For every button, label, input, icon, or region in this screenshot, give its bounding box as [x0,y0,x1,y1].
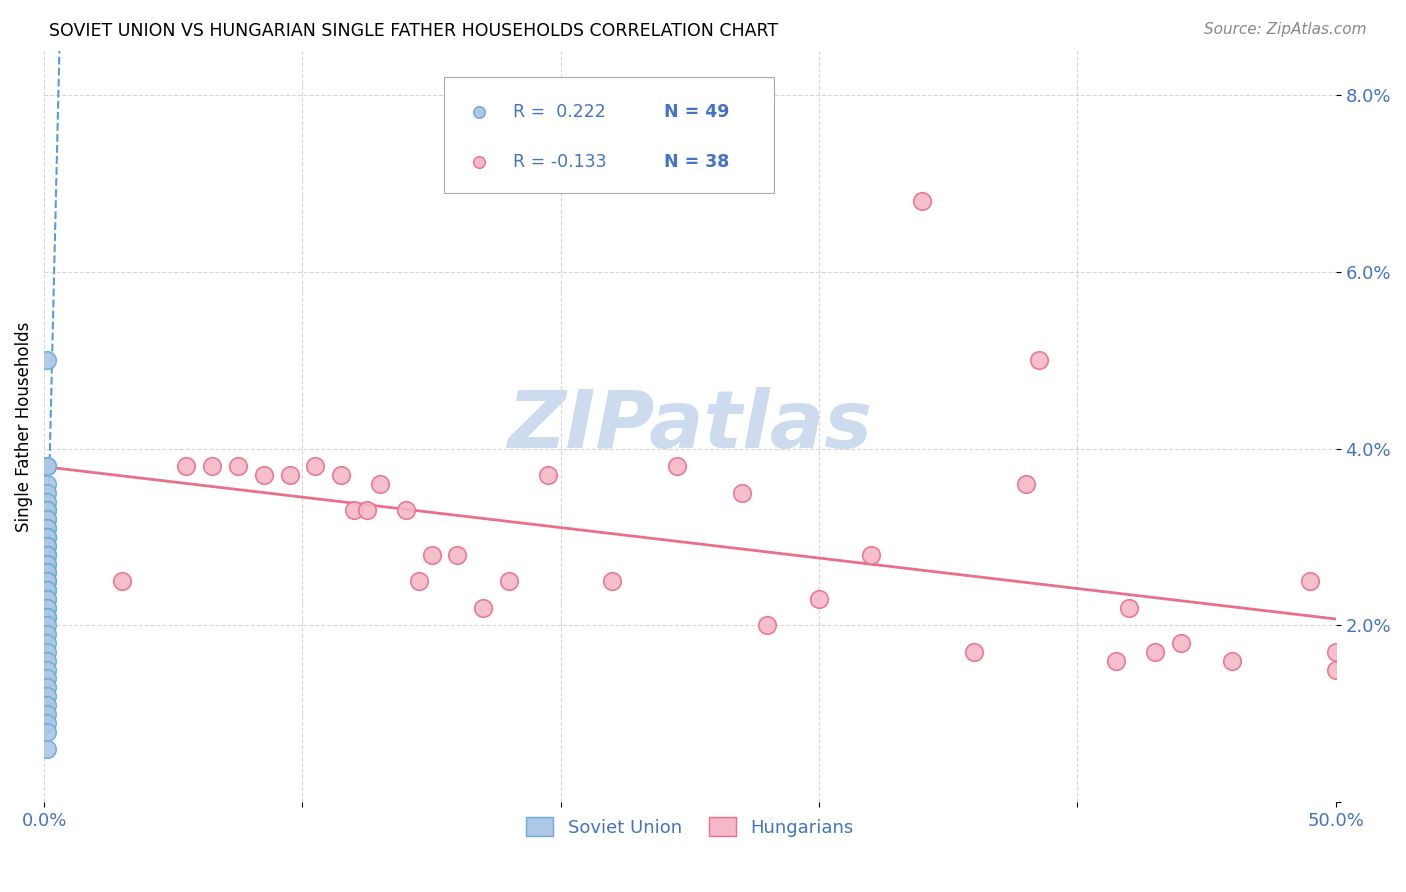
Point [35,353,58,368]
Point [35,459,58,474]
Point [420,548,443,562]
Point [35,539,58,553]
Point [35,521,58,535]
Point [278,468,301,483]
Point [343,503,366,517]
Point [35,582,58,597]
Point [1220,654,1243,668]
Point [35,574,58,589]
Point [35,600,58,615]
Text: R =  0.222: R = 0.222 [513,103,606,121]
Point [35,672,58,686]
Text: N = 49: N = 49 [664,103,730,121]
Point [1170,636,1192,650]
Point [35,681,58,695]
Point [35,459,58,474]
Point [356,503,378,517]
Point [1324,645,1347,659]
Point [35,706,58,721]
Point [35,530,58,544]
Point [35,715,58,730]
Text: ZIPatlas: ZIPatlas [508,387,872,466]
Point [35,539,58,553]
Point [35,698,58,712]
Point [35,557,58,571]
Point [35,724,58,739]
Point [35,548,58,562]
Point [35,512,58,526]
Legend: Soviet Union, Hungarians: Soviet Union, Hungarians [517,808,863,846]
Point [1143,645,1166,659]
Point [665,459,688,474]
Point [226,459,249,474]
Point [35,574,58,589]
Point [472,600,495,615]
Point [35,645,58,659]
FancyBboxPatch shape [444,77,773,194]
Point [1118,600,1140,615]
Point [963,645,986,659]
Point [35,503,58,517]
Point [35,591,58,606]
Point [1105,654,1128,668]
Point [330,468,353,483]
Point [35,548,58,562]
Point [201,459,224,474]
Point [730,485,752,500]
Text: R = -0.133: R = -0.133 [513,153,606,171]
Point [911,194,934,208]
Point [368,477,391,491]
Point [35,609,58,624]
Point [395,503,418,517]
Point [408,574,430,589]
Point [35,485,58,500]
Point [35,609,58,624]
Text: Source: ZipAtlas.com: Source: ZipAtlas.com [1204,22,1367,37]
Point [756,618,779,632]
Point [35,494,58,508]
Point [35,654,58,668]
Point [35,566,58,580]
Point [35,574,58,589]
Point [446,548,468,562]
Point [35,618,58,632]
Point [35,548,58,562]
Point [602,574,624,589]
Point [174,459,197,474]
Point [1299,574,1322,589]
Point [110,574,132,589]
Point [253,468,276,483]
Point [35,521,58,535]
Point [35,566,58,580]
Point [35,557,58,571]
Point [35,742,58,756]
Point [1337,663,1360,677]
Point [35,530,58,544]
Point [35,600,58,615]
Point [1015,477,1038,491]
Point [35,591,58,606]
Point [1028,353,1050,368]
Point [35,689,58,703]
Point [859,548,882,562]
Point [35,627,58,641]
Point [35,663,58,677]
Y-axis label: Single Father Households: Single Father Households [15,321,32,532]
Text: SOVIET UNION VS HUNGARIAN SINGLE FATHER HOUSEHOLDS CORRELATION CHART: SOVIET UNION VS HUNGARIAN SINGLE FATHER … [49,22,779,40]
Point [35,636,58,650]
Point [537,468,560,483]
Point [1337,689,1360,703]
Point [808,591,831,606]
Point [35,582,58,597]
Point [35,512,58,526]
Point [304,459,326,474]
Point [498,574,520,589]
Point [1324,663,1347,677]
Point [35,477,58,491]
Text: N = 38: N = 38 [664,153,730,171]
Point [35,503,58,517]
Point [35,530,58,544]
